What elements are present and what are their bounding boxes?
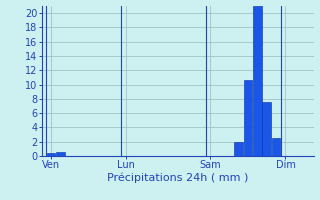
Bar xyxy=(56,152,65,156)
Bar xyxy=(253,6,261,156)
Bar xyxy=(244,80,252,156)
Bar xyxy=(47,153,55,156)
Bar xyxy=(234,142,243,156)
X-axis label: Précipitations 24h ( mm ): Précipitations 24h ( mm ) xyxy=(107,173,248,183)
Bar xyxy=(262,102,271,156)
Bar xyxy=(272,138,280,156)
